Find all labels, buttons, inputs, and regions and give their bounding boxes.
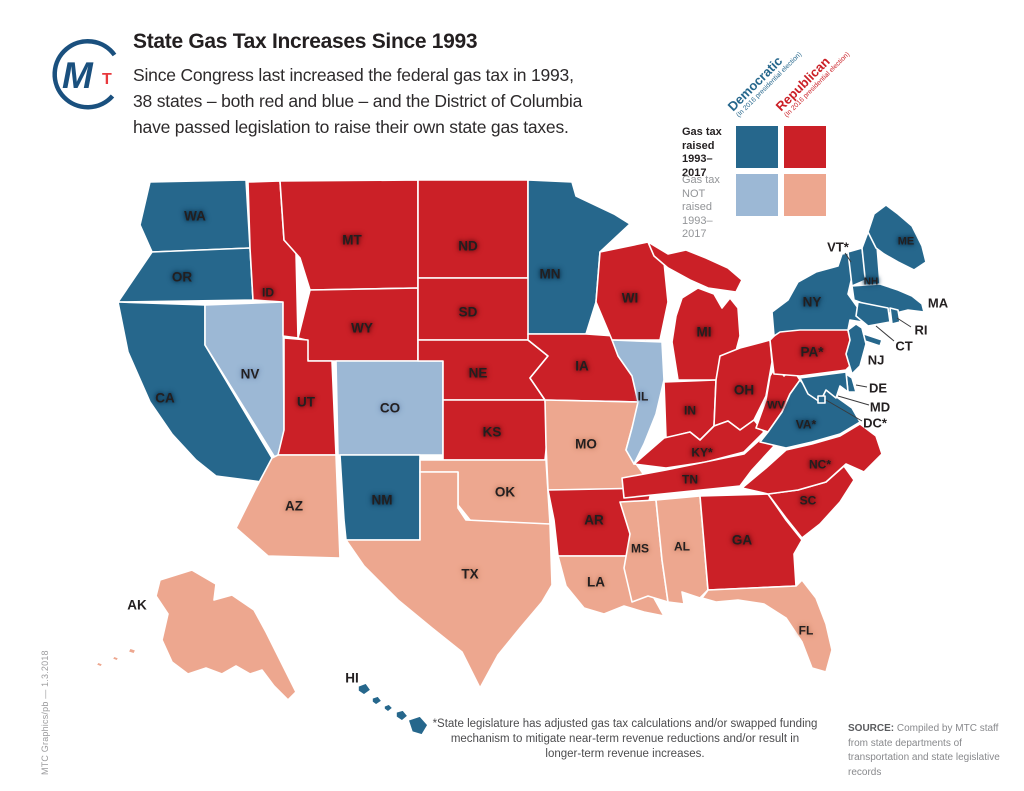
state-MD [799,371,849,403]
state-CT [855,301,891,327]
state-label-WA: WA [184,209,206,224]
state-label-WY: WY [351,321,373,336]
state-label-MD: MD [870,400,890,415]
state-RI [889,307,901,325]
legend: Democratic (In 2016 presidential election… [680,51,900,240]
state-label-OK: OK [495,485,516,500]
legend-row-label-raised: Gas tax raised 1993–2017 [682,126,722,179]
state-label-ND: ND [458,239,478,254]
state-label-ME: ME [898,236,915,248]
state-label-MA: MA [928,296,949,311]
state-label-NM: NM [372,493,393,508]
mtc-logo: M T [52,39,117,110]
state-UT [277,337,337,456]
state-label-WV: WV [767,400,785,412]
state-label-MN: MN [540,267,561,282]
state-label-MO: MO [575,437,597,452]
state-ME [867,204,927,271]
pointer-line-DC [825,399,863,422]
state-label-AZ: AZ [285,499,303,514]
state-label-IN: IN [684,404,696,418]
legend-swatch-dem_not_raised [736,174,778,216]
state-AK [95,569,297,701]
credit: MTC Graphics/pb — 1.3.2018 [40,650,50,775]
source-text: Compiled by MTC staff from state departm… [848,723,1000,778]
pointer-line-VT [844,252,852,263]
state-label-SC: SC [800,494,817,508]
state-WA [139,179,251,253]
state-label-HI: HI [345,671,359,686]
legend-swatch-rep_not_raised [784,174,826,216]
state-label-MS: MS [631,542,649,556]
state-label-OR: OR [172,270,193,285]
state-label-PA: PA* [800,345,824,360]
page-title: State Gas Tax Increases Since 1993 [133,30,478,53]
state-label-TN: TN [682,473,698,487]
title-block: State Gas Tax Increases Since 1993 Since… [133,30,693,140]
state-label-KY: KY* [691,446,713,460]
state-label-MT: MT [342,233,362,248]
state-NJ [845,323,867,375]
state-label-VT: VT* [827,240,850,255]
state-label-DC: DC* [863,416,888,431]
state-label-NV: NV [241,367,260,382]
state-label-GA: GA [732,533,753,548]
state-label-UT: UT [297,395,316,410]
state-label-NC: NC* [809,458,831,472]
state-FL [701,579,833,673]
state-label-CA: CA [155,391,175,406]
state-label-AR: AR [584,513,604,528]
state-label-OH: OH [734,383,754,398]
state-label-MI: MI [697,325,712,340]
state-label-DE: DE [869,381,887,396]
pointer-line-CT [875,325,895,342]
state-label-AL: AL [674,540,690,554]
state-label-CT: CT [895,339,912,354]
legend-swatch-dem_raised [736,126,778,168]
state-label-CO: CO [380,401,400,416]
state-label-SD: SD [459,305,478,320]
logo-circle [52,39,117,110]
state-label-IL: IL [638,390,649,404]
state-label-TX: TX [461,567,478,582]
source-label: SOURCE: [848,723,895,734]
state-label-NE: NE [469,366,488,381]
state-ID [247,180,299,339]
legend-swatch-rep_raised [784,126,826,168]
pointer-line-RI [896,317,912,328]
state-IL [611,339,665,465]
subtitle: Since Congress last increased the federa… [133,65,583,137]
pointer-line-DE [855,384,868,388]
state-label-RI: RI [915,323,928,338]
state-label-ID: ID [262,286,274,300]
state-label-NJ: NJ [868,353,885,368]
state-label-KS: KS [483,425,502,440]
state-NC [741,423,883,495]
state-label-AK: AK [127,598,147,613]
logo-letter-m: M [62,55,94,96]
footnote: *State legislature has adjusted gas tax … [432,718,818,760]
legend-row-label-not_raised: Gas tax NOT raised 1993–2017 [682,174,720,240]
state-label-FL: FL [799,624,814,638]
state-AZ [235,454,341,559]
state-TX [345,471,553,689]
source: SOURCE: Compiled by MTC staff from state… [848,722,1008,780]
state-HI [357,682,429,736]
state-label-LA: LA [587,575,605,590]
state-label-IA: IA [575,359,589,374]
state-label-NY: NY [803,295,822,310]
logo-letter-t: T [102,71,112,88]
state-MI [647,241,743,293]
state-label-NH: NH [864,277,878,288]
state-label-WI: WI [622,291,639,306]
pointer-line-MD [837,395,870,406]
state-ND [417,179,529,279]
state-label-VA: VA* [796,418,817,432]
state-DC [817,395,826,404]
